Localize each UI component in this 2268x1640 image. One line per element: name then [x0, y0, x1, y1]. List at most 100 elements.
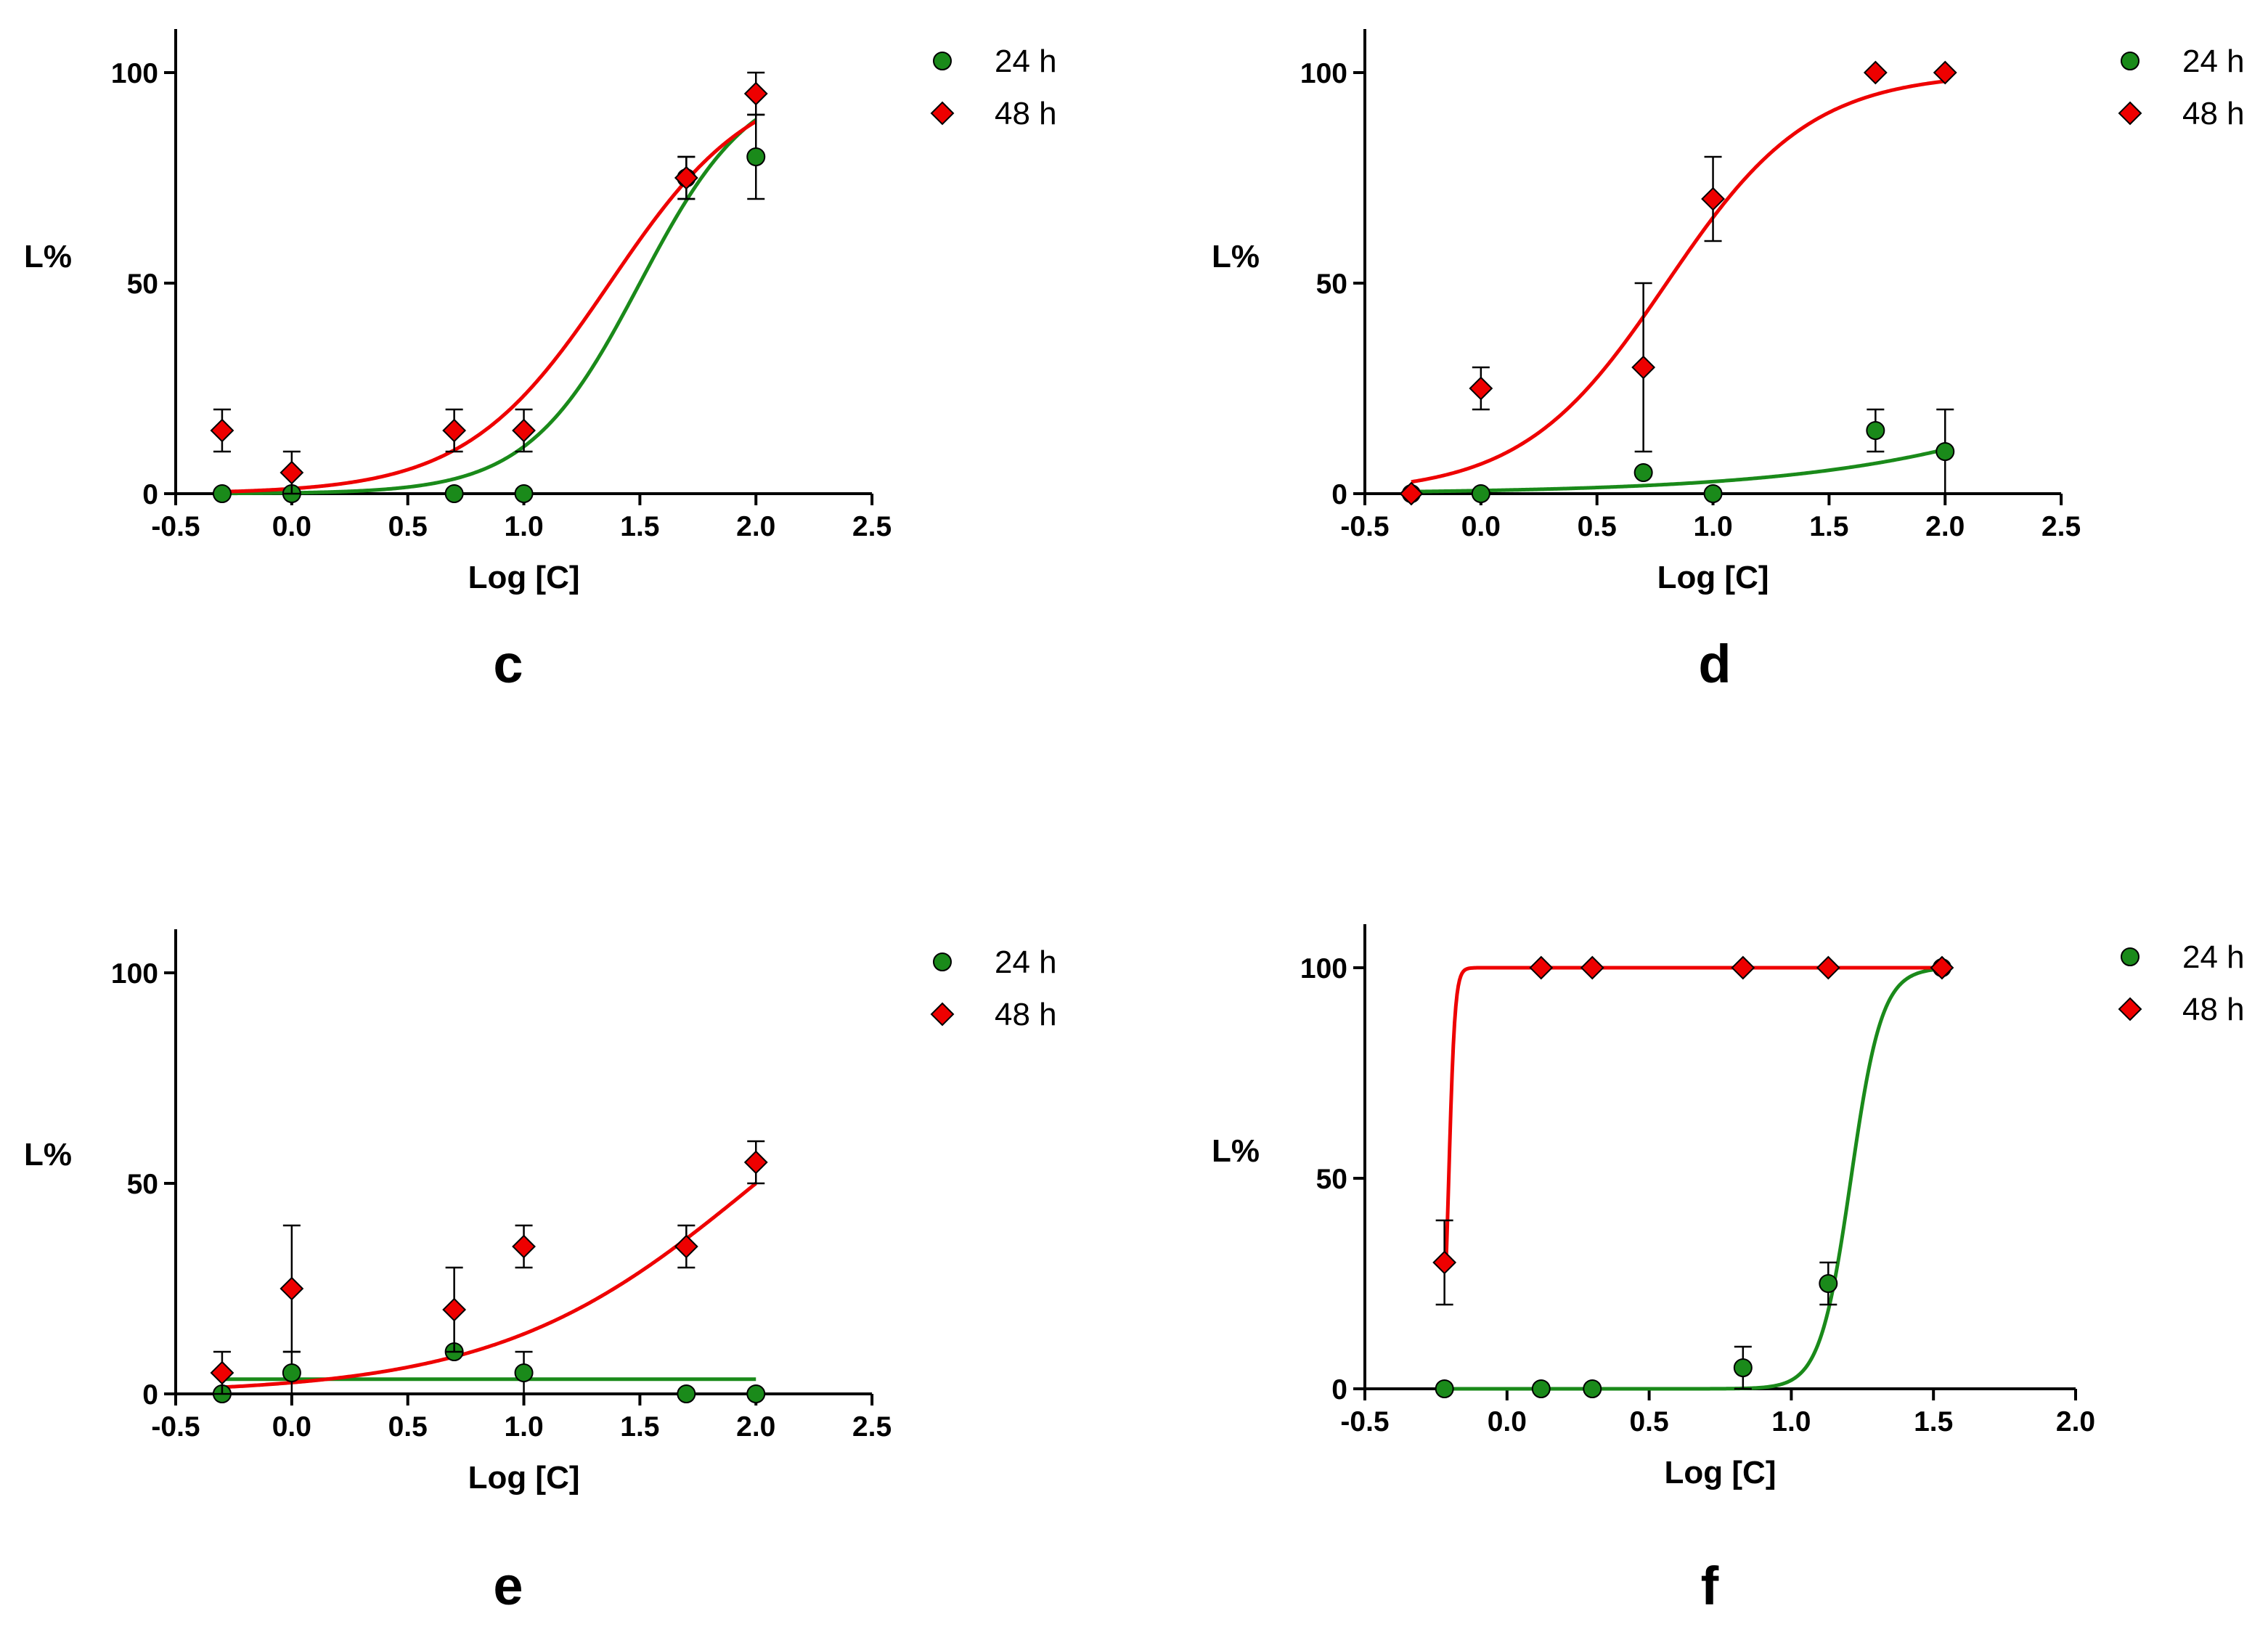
y-tick-label: 0 [142, 479, 158, 510]
data-point-48h [1432, 1250, 1457, 1275]
fit-curve-48h [221, 1182, 757, 1390]
legend-marker [2121, 52, 2139, 70]
legend-label: 24 h [995, 44, 1057, 79]
data-point-48h [1930, 955, 1954, 980]
data-point-48h [1863, 60, 1888, 85]
x-tick-label: 2.5 [852, 511, 892, 542]
legend-marker [933, 952, 952, 971]
data-point-48h [210, 1360, 234, 1385]
y-tick-label: 0 [142, 1379, 158, 1411]
legend-marker [930, 1002, 955, 1027]
x-tick-label: 1.5 [1914, 1406, 1953, 1437]
x-tick-label: 0.5 [1578, 511, 1617, 542]
fit-curve-24h [221, 118, 757, 496]
panel-label: c [493, 634, 523, 694]
legend-marker [2118, 997, 2142, 1021]
data-point-24h [1703, 484, 1723, 503]
data-point-24h [514, 1363, 534, 1382]
data-point-48h [743, 81, 768, 106]
x-axis-title: Log [C] [468, 560, 580, 595]
y-axis-title: L% [1212, 1133, 1260, 1169]
y-tick-label: 0 [1331, 479, 1347, 510]
x-tick-label: 2.5 [2041, 511, 2081, 542]
x-tick-label: -0.5 [1340, 511, 1389, 542]
x-tick-label: 1.0 [504, 1411, 543, 1443]
x-tick-label: 1.5 [1809, 511, 1848, 542]
data-point-48h [280, 1276, 304, 1301]
x-tick-label: 2.0 [1925, 511, 1965, 542]
legend-label: 24 h [2182, 44, 2245, 79]
data-point-48h [1580, 955, 1604, 980]
x-tick-label: 1.0 [1693, 511, 1732, 542]
legend-label: 48 h [995, 96, 1057, 131]
data-point-24h [282, 1363, 301, 1382]
x-tick-label: -0.5 [1340, 1406, 1389, 1437]
x-axis-title: Log [C] [1657, 560, 1769, 595]
data-point-24h [677, 1384, 696, 1403]
x-tick-label: 0.5 [1629, 1406, 1668, 1437]
data-point-48h [674, 1234, 698, 1259]
panel-label: d [1698, 634, 1731, 694]
data-point-48h [1701, 187, 1725, 211]
data-point-48h [743, 1150, 768, 1175]
y-tick-label: 50 [127, 269, 158, 300]
data-point-48h [512, 418, 536, 443]
x-tick-label: 0.0 [272, 1411, 311, 1443]
data-point-48h [1399, 481, 1424, 506]
data-point-48h [442, 1297, 467, 1322]
legend-label: 48 h [2182, 992, 2245, 1027]
x-tick-label: 0.0 [1488, 1406, 1527, 1437]
fit-curve-48h [1411, 79, 1946, 484]
data-point-48h [280, 460, 304, 485]
y-tick-label: 50 [127, 1169, 158, 1200]
x-axis-title: Log [C] [468, 1460, 580, 1496]
x-tick-label: 0.5 [388, 1411, 428, 1443]
panel-label: e [493, 1556, 523, 1616]
data-point-48h [1469, 376, 1493, 401]
data-point-24h [746, 1384, 766, 1403]
data-point-24h [514, 484, 534, 503]
data-point-24h [1866, 421, 1885, 440]
data-point-48h [210, 418, 234, 443]
x-tick-label: -0.5 [151, 1411, 200, 1443]
data-point-24h [1471, 484, 1490, 503]
data-point-24h [1435, 1379, 1454, 1398]
legend-marker [2121, 947, 2139, 966]
data-point-48h [1529, 955, 1554, 980]
data-point-24h [746, 147, 766, 166]
chart-panel-f: -0.5 0.0 0.5 1.0 1.5 2.0 0 50 100 Log [C] L% 24 h 48… [1212, 924, 2245, 1616]
fit-curve-48h [1444, 966, 1942, 1269]
legend-label: 24 h [995, 945, 1057, 980]
legend-label: 24 h [2182, 939, 2245, 975]
y-tick-label: 100 [1300, 58, 1347, 89]
y-tick-label: 100 [111, 958, 158, 990]
data-point-24h [1531, 1379, 1551, 1398]
fit-curve-24h [1444, 967, 1943, 1391]
y-tick-label: 0 [1331, 1374, 1347, 1406]
x-tick-label: 1.5 [620, 511, 659, 542]
x-tick-label: 1.5 [620, 1411, 659, 1443]
data-point-48h [1816, 955, 1840, 980]
x-tick-label: -0.5 [151, 511, 200, 542]
x-tick-label: 1.0 [504, 511, 543, 542]
x-tick-label: 2.0 [2056, 1406, 2095, 1437]
x-tick-label: 1.0 [1771, 1406, 1811, 1437]
chart-panel-c: -0.5 0.0 0.5 1.0 1.5 2.0 2.5 0 50 100 Log [C] L% 24 … [24, 29, 1057, 694]
x-tick-label: 2.5 [852, 1411, 892, 1443]
data-point-24h [1633, 463, 1653, 482]
y-axis-title: L% [1212, 239, 1260, 274]
data-point-24h [212, 484, 232, 503]
legend-label: 48 h [2182, 96, 2245, 131]
data-point-48h [1731, 955, 1755, 980]
x-tick-label: 0.5 [388, 511, 428, 542]
fit-curve-24h [1411, 447, 1946, 494]
data-point-48h [674, 166, 698, 190]
data-point-48h [1631, 355, 1656, 380]
data-point-24h [1733, 1358, 1753, 1377]
data-point-24h [1583, 1379, 1602, 1398]
y-tick-label: 50 [1316, 269, 1347, 300]
fit-curve-48h [221, 120, 757, 494]
legend-marker [930, 101, 955, 126]
data-point-48h [442, 418, 467, 443]
